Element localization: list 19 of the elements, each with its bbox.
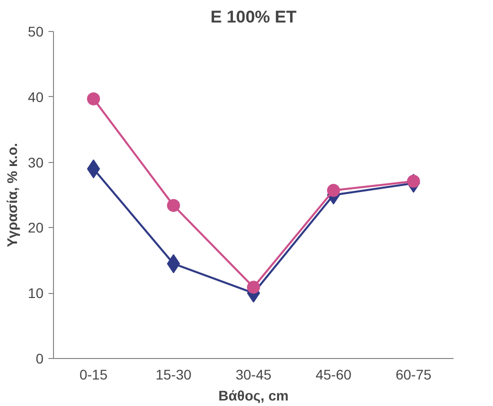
point xyxy=(407,174,420,188)
y-tick-label: 40 xyxy=(28,88,44,105)
point xyxy=(167,198,180,212)
y-tick-label: 30 xyxy=(28,154,44,170)
y-tick-label: 0 xyxy=(36,350,44,366)
x-tick-label: 0-15 xyxy=(79,366,108,382)
point xyxy=(247,280,260,294)
x-tick-label: 45-60 xyxy=(316,366,352,382)
chart-title: E 100% ET xyxy=(210,8,298,26)
x-tick-label: 60-75 xyxy=(396,366,432,382)
x-tick-label: 15-30 xyxy=(156,366,192,382)
x-axis-title: Βάθος, cm xyxy=(218,388,289,404)
y-axis-title: Υγρασία, % κ.ο. xyxy=(4,142,20,248)
y-tick-label: 20 xyxy=(28,220,44,236)
x-tick-label: 30-45 xyxy=(236,366,272,382)
point xyxy=(327,184,340,197)
point xyxy=(87,92,100,106)
y-tick-label: 50 xyxy=(28,24,44,40)
y-tick-label: 10 xyxy=(28,285,44,302)
